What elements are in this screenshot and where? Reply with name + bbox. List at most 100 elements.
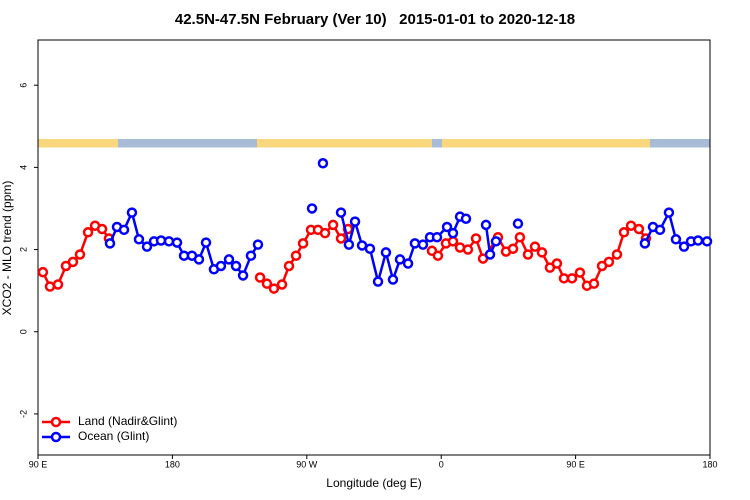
data-point [37, 266, 49, 278]
data-point [514, 231, 526, 243]
data-point [529, 241, 541, 252]
data-point [223, 254, 235, 265]
legend-label: Ocean (Glint) [78, 429, 149, 443]
data-point [462, 244, 474, 255]
data-point [490, 236, 502, 247]
data-point [678, 241, 690, 252]
data-point [512, 218, 524, 229]
data-point [349, 216, 361, 227]
legend-marker [50, 416, 62, 428]
data-point [126, 207, 138, 218]
data-point [536, 247, 548, 258]
y-tick-label: -2 [18, 410, 28, 418]
data-point [44, 281, 56, 292]
data-point [639, 238, 651, 249]
data-point [603, 256, 615, 268]
data-point [441, 221, 453, 233]
data-point [484, 249, 496, 260]
data-point [74, 249, 86, 260]
y-axis-title: XCO2 - MLO trend (ppm) [0, 181, 14, 316]
data-point [67, 256, 79, 268]
land-strip [442, 139, 650, 148]
data-point [670, 234, 682, 245]
data-point [245, 250, 257, 261]
x-axis-title: Longitude (deg E) [326, 476, 421, 490]
legend: Land (Nadir&Glint)Ocean (Glint) [42, 414, 177, 443]
data-point [276, 279, 288, 290]
data-point [431, 231, 443, 243]
data-point [507, 243, 519, 254]
data-point [701, 236, 713, 247]
data-point [432, 250, 444, 261]
x-tick-label: 0 [439, 459, 444, 469]
data-point [447, 227, 459, 239]
data-point [104, 238, 116, 249]
ocean-strip [118, 139, 257, 148]
data-point [335, 233, 347, 244]
data-point [283, 260, 295, 272]
data-point [230, 260, 242, 272]
series [104, 158, 713, 287]
data-point [417, 239, 429, 250]
data-point [692, 235, 704, 246]
data-point [460, 213, 472, 224]
data-point [558, 273, 570, 284]
data-point [297, 238, 309, 249]
data-point [387, 274, 399, 285]
data-point [566, 273, 578, 284]
x-tick-label: 90 E [29, 459, 48, 469]
ocean-strip [432, 139, 442, 148]
land-mask [38, 139, 710, 148]
data-point [215, 260, 227, 272]
data-point [633, 223, 645, 235]
data-point [618, 227, 630, 238]
x-tick-label: 90 E [566, 459, 585, 469]
data-point [252, 239, 264, 250]
plot-frame [37, 39, 711, 456]
data-point [133, 234, 145, 245]
data-point [364, 243, 376, 254]
ocean-strip [650, 139, 710, 148]
x-tick-label: 90 W [296, 459, 318, 469]
y-tick-label: 4 [18, 165, 28, 170]
chart-title: 42.5N-47.5N February (Ver 10) 2015-01-01… [175, 11, 575, 28]
x-tick-label: 180 [702, 459, 717, 469]
data-point [319, 227, 331, 239]
legend-label: Land (Nadir&Glint) [78, 414, 177, 428]
data-point [171, 237, 183, 248]
data-point [409, 238, 421, 249]
y-tick-label: 0 [18, 329, 28, 334]
data-point [335, 207, 347, 218]
data-point [394, 254, 406, 265]
data-point [254, 272, 266, 283]
data-point [480, 219, 492, 231]
data-point [327, 219, 339, 231]
data-point [402, 258, 414, 269]
data-point [237, 270, 249, 281]
y-tick-label: 6 [18, 83, 28, 88]
land-strip [257, 139, 432, 148]
y-tick-label: 2 [18, 247, 28, 252]
data-point [372, 276, 384, 287]
legend-marker [50, 431, 62, 443]
data-point [522, 249, 534, 260]
data-point [574, 267, 586, 278]
data-point [82, 227, 94, 238]
series [37, 219, 652, 294]
data-point [268, 283, 280, 294]
data-point [200, 237, 212, 248]
data-point [163, 236, 175, 247]
data-point [290, 250, 302, 261]
x-tick-label: 180 [165, 459, 180, 469]
data-point [447, 236, 459, 247]
data-point [96, 223, 108, 235]
data-point [551, 258, 563, 269]
data-point [141, 241, 153, 252]
data-point [261, 278, 273, 289]
data-point [317, 158, 329, 169]
data-point [343, 239, 355, 250]
data-point [380, 247, 392, 258]
data-point [611, 249, 623, 260]
